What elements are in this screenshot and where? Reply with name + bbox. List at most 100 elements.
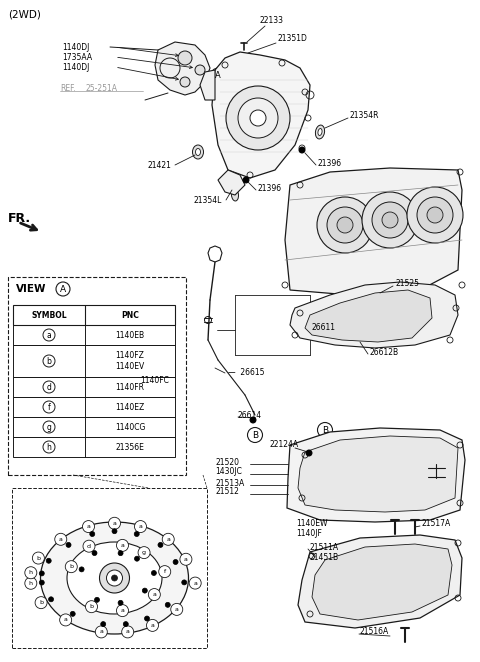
Text: a: a — [64, 618, 68, 622]
Circle shape — [56, 282, 70, 296]
Text: 1430JC: 1430JC — [215, 467, 242, 477]
Text: 21512: 21512 — [215, 487, 239, 496]
Text: 1140FZ
1140EV: 1140FZ 1140EV — [115, 352, 144, 371]
Text: a: a — [151, 623, 155, 628]
Polygon shape — [298, 436, 458, 512]
Circle shape — [337, 217, 353, 233]
Circle shape — [35, 596, 47, 608]
Text: A: A — [60, 285, 66, 293]
Circle shape — [25, 577, 37, 589]
Text: g: g — [47, 422, 51, 432]
Circle shape — [79, 567, 84, 572]
Circle shape — [148, 589, 160, 600]
Circle shape — [238, 98, 278, 138]
Bar — [13, 417, 175, 437]
Text: d: d — [47, 383, 51, 391]
Text: 1140EZ: 1140EZ — [115, 402, 144, 412]
Circle shape — [299, 147, 305, 153]
Text: 26612B: 26612B — [370, 348, 399, 357]
Circle shape — [96, 626, 108, 638]
Text: 21356E: 21356E — [116, 442, 144, 451]
Circle shape — [83, 540, 95, 552]
Bar — [13, 397, 175, 417]
Bar — [13, 377, 175, 397]
Circle shape — [317, 422, 333, 438]
Text: 1140JF: 1140JF — [296, 530, 322, 538]
Text: 21513A: 21513A — [215, 479, 244, 487]
Bar — [13, 305, 175, 325]
Bar — [8, 277, 186, 475]
Circle shape — [178, 51, 192, 65]
Circle shape — [189, 577, 201, 589]
Text: 21451B: 21451B — [310, 553, 339, 563]
Text: b: b — [89, 604, 94, 609]
Circle shape — [427, 207, 443, 223]
Ellipse shape — [231, 189, 239, 201]
Text: (2WD): (2WD) — [8, 9, 41, 19]
Text: a: a — [120, 608, 124, 613]
Circle shape — [43, 401, 55, 413]
Text: 22133: 22133 — [260, 15, 284, 24]
Circle shape — [195, 65, 205, 75]
Text: B: B — [322, 426, 328, 434]
Circle shape — [151, 571, 156, 575]
Circle shape — [43, 329, 55, 341]
Text: b: b — [69, 564, 73, 569]
Text: 1735AA: 1735AA — [62, 52, 92, 62]
Circle shape — [317, 197, 373, 253]
Circle shape — [144, 616, 149, 621]
Text: a: a — [166, 537, 170, 542]
Text: b: b — [47, 357, 51, 365]
Circle shape — [134, 556, 140, 561]
Circle shape — [327, 207, 363, 243]
Circle shape — [117, 604, 129, 616]
Circle shape — [162, 534, 174, 545]
Text: PNC: PNC — [121, 310, 139, 320]
Circle shape — [118, 551, 123, 555]
Circle shape — [25, 567, 37, 579]
Text: 21517A: 21517A — [422, 520, 451, 528]
Text: a: a — [126, 630, 130, 634]
Circle shape — [180, 77, 190, 87]
Circle shape — [138, 547, 150, 559]
Ellipse shape — [318, 128, 322, 136]
Text: 1140EW: 1140EW — [296, 520, 327, 528]
Text: 1140EB: 1140EB — [115, 330, 144, 340]
Polygon shape — [290, 282, 458, 348]
Text: —  26615: — 26615 — [228, 367, 264, 377]
Circle shape — [142, 588, 147, 593]
Text: a: a — [175, 607, 179, 612]
Circle shape — [417, 197, 453, 233]
Bar — [13, 345, 175, 377]
Bar — [13, 325, 175, 345]
Polygon shape — [228, 69, 256, 81]
Text: h: h — [47, 442, 51, 451]
Text: a: a — [99, 630, 103, 634]
Text: 21516A: 21516A — [360, 628, 389, 636]
Polygon shape — [298, 535, 462, 628]
Circle shape — [65, 561, 77, 573]
Circle shape — [182, 580, 187, 585]
Text: a: a — [47, 330, 51, 340]
Text: b: b — [39, 600, 43, 605]
Circle shape — [66, 542, 71, 547]
Text: 26611: 26611 — [312, 322, 336, 332]
Text: h: h — [29, 570, 33, 575]
Circle shape — [95, 597, 99, 602]
Circle shape — [39, 571, 44, 576]
Ellipse shape — [315, 125, 324, 139]
Text: d: d — [87, 544, 91, 549]
Circle shape — [243, 177, 249, 183]
Polygon shape — [200, 70, 215, 100]
Text: 21354L: 21354L — [193, 195, 221, 205]
Circle shape — [39, 580, 44, 585]
Circle shape — [60, 614, 72, 626]
Text: 21511A: 21511A — [310, 542, 339, 551]
Circle shape — [165, 602, 170, 607]
Circle shape — [55, 534, 67, 545]
Text: 21396: 21396 — [318, 158, 342, 167]
Circle shape — [43, 355, 55, 367]
Text: a: a — [120, 543, 124, 548]
Text: 1140FC: 1140FC — [140, 375, 169, 385]
Circle shape — [372, 202, 408, 238]
